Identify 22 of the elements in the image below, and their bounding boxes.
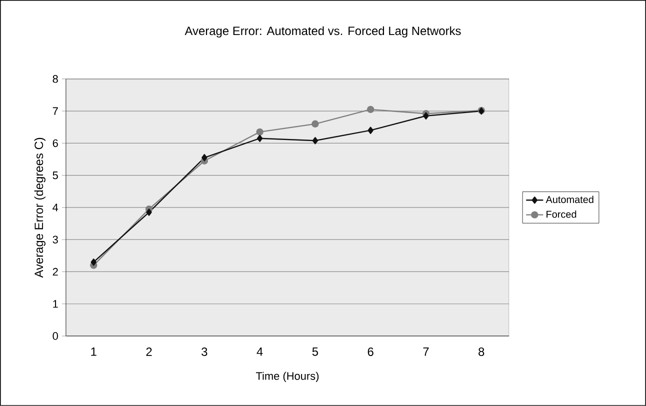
legend-label: Forced (546, 210, 576, 218)
x-tick-label: 5 (312, 348, 318, 356)
y-tick-label: 5 (52, 172, 58, 180)
x-axis-title: Time (Hours) (256, 372, 319, 382)
x-tick-label: 4 (256, 348, 263, 356)
y-tick-label: 2 (52, 268, 58, 276)
y-tick-label: 6 (52, 139, 58, 148)
x-tick-label: 7 (423, 348, 429, 356)
y-tick-label: 7 (52, 107, 58, 115)
x-tick-label: 3 (202, 348, 208, 356)
legend-label: Automated (546, 196, 594, 204)
x-tick-label: 2 (146, 348, 152, 356)
y-axis-title: Average Error (degrees C) (34, 138, 46, 278)
y-tick-label: 4 (52, 204, 58, 212)
x-tick-label: 6 (368, 348, 374, 356)
y-tick-label: 3 (52, 236, 58, 244)
x-tick-label: 8 (478, 348, 484, 356)
x-tick-label: 1 (91, 348, 96, 356)
y-tick-label: 8 (52, 75, 58, 83)
chart-title: Average Error: Automated vs. Forced Lag Networks (184, 26, 461, 38)
y-tick-label: 0 (52, 332, 58, 340)
y-tick-label: 1 (53, 300, 58, 308)
